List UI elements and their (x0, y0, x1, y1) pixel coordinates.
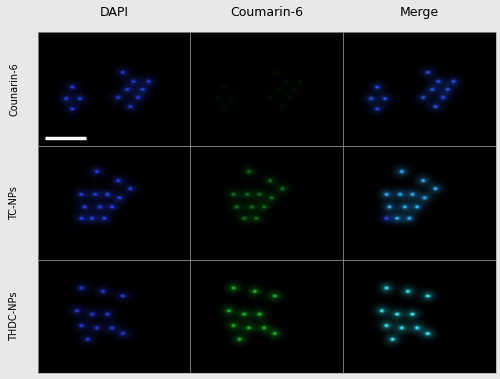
Text: Counarin-6: Counarin-6 (9, 62, 19, 116)
Text: TC-NPs: TC-NPs (9, 186, 19, 220)
Text: DAPI: DAPI (100, 6, 128, 19)
Text: THDC-NPs: THDC-NPs (9, 292, 19, 341)
Text: Merge: Merge (400, 6, 439, 19)
Text: Coumarin-6: Coumarin-6 (230, 6, 304, 19)
